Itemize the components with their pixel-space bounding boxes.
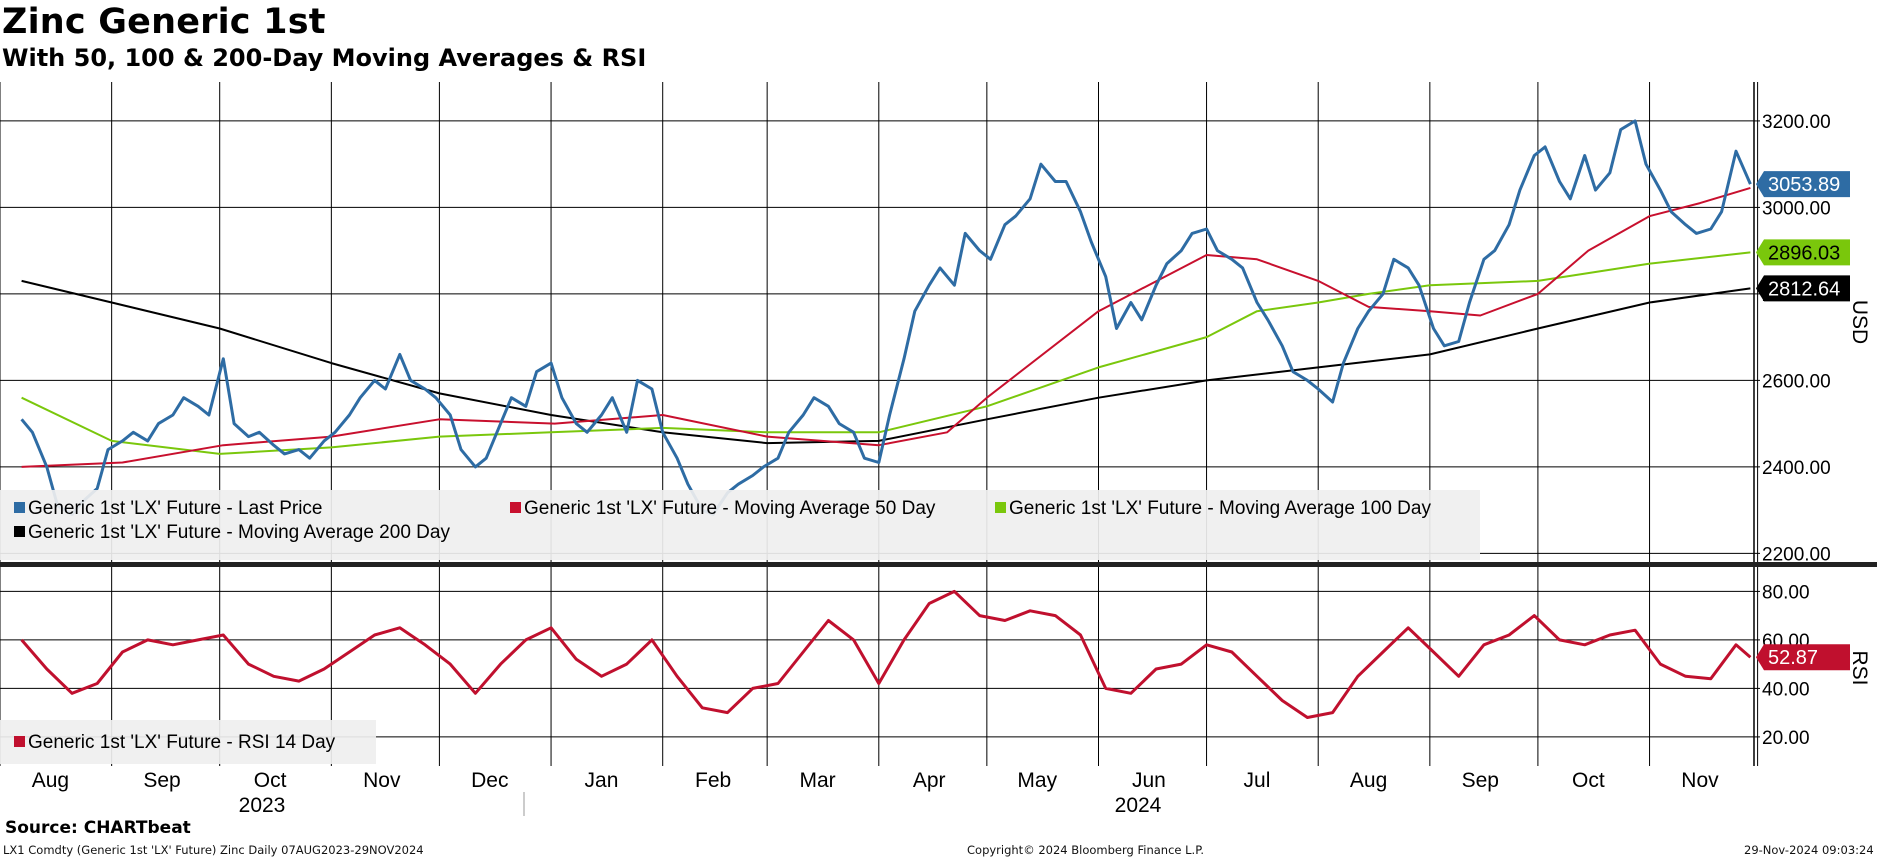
rsi-value-bg (1756, 644, 1850, 671)
legend-bg (0, 490, 1480, 560)
ma100-value: 2896.03 (1756, 239, 1850, 266)
month-label: Oct (1572, 769, 1605, 792)
price-tick-label: 2400.00 (1762, 458, 1831, 479)
month-label: Feb (695, 769, 731, 792)
rsi-axis-name: RSI (1848, 650, 1871, 685)
chart-subtitle: With 50, 100 & 200-Day Moving Averages &… (2, 44, 647, 72)
year-label: 2023 (239, 794, 286, 817)
ma100-value-text: 2896.03 (1768, 242, 1840, 264)
price-tick-label: 2200.00 (1762, 544, 1831, 565)
year-label: 2024 (1115, 794, 1162, 817)
rsi-tick-label: 80.00 (1762, 582, 1810, 603)
ma100-value-bg (1756, 239, 1850, 266)
month-label: Sep (143, 769, 180, 792)
legend-swatch-3 (14, 526, 25, 537)
month-label: Aug (1350, 769, 1387, 792)
ma200-value: 2812.64 (1756, 275, 1850, 302)
price-tick-label: 3000.00 (1762, 198, 1831, 219)
legend-label-3: Generic 1st 'LX' Future - Moving Average… (28, 522, 450, 543)
ma100-line (21, 251, 1751, 455)
legend-swatch-0 (14, 502, 25, 513)
rsi-value-text: 52.87 (1768, 647, 1818, 669)
month-label: Apr (913, 769, 946, 792)
month-label: Nov (1681, 769, 1719, 792)
price-axis-name: USD (1848, 300, 1871, 344)
last-price-value: 3053.89 (1756, 171, 1850, 198)
rsi-tick-label: 40.00 (1762, 679, 1810, 700)
legend-label-0: Generic 1st 'LX' Future - Last Price (28, 498, 322, 519)
gridlines (0, 82, 1759, 766)
ticker-info: LX1 Comdty (Generic 1st 'LX' Future) Zin… (3, 843, 424, 857)
month-label: May (1017, 769, 1057, 792)
chart-title: Zinc Generic 1st (2, 2, 326, 42)
month-label: Mar (799, 769, 835, 792)
source-label: Source: CHARTbeat (5, 818, 191, 838)
ma50-line (21, 186, 1751, 468)
month-label: Jun (1132, 769, 1166, 792)
month-label: Sep (1462, 769, 1499, 792)
timestamp-text: 29-Nov-2024 09:03:24 (1744, 843, 1874, 857)
rsi-value: 52.87 (1756, 644, 1850, 671)
month-label: Aug (32, 769, 69, 792)
month-label: Oct (254, 769, 287, 792)
price-legend: Generic 1st 'LX' Future - Last Price Gene… (0, 490, 1480, 560)
rsi-legend: Generic 1st 'LX' Future - RSI 14 Day (0, 720, 376, 764)
legend-label-1: Generic 1st 'LX' Future - Moving Average… (524, 498, 936, 519)
last-price-value-text: 3053.89 (1768, 174, 1840, 196)
ma200-line (21, 279, 1751, 445)
month-label: Nov (363, 769, 401, 792)
ma200-value-bg (1756, 275, 1850, 302)
panel-divider (0, 562, 1877, 567)
legend-swatch-2 (995, 502, 1006, 513)
month-label: Jul (1244, 769, 1271, 792)
price-tick-label: 2600.00 (1762, 371, 1831, 392)
rsi-legend-label: Generic 1st 'LX' Future - RSI 14 Day (28, 732, 336, 753)
copyright-text: Copyright© 2024 Bloomberg Finance L.P. (967, 843, 1204, 857)
last-price-value-bg (1756, 171, 1850, 198)
rsi-legend-swatch (14, 736, 25, 747)
month-label: Dec (471, 769, 508, 792)
legend-swatch-1 (510, 502, 521, 513)
ma200-value-text: 2812.64 (1768, 278, 1840, 300)
month-label: Jan (585, 769, 619, 792)
rsi-line (20, 589, 1752, 719)
price-tick-label: 3200.00 (1762, 112, 1831, 133)
last-price-line (20, 119, 1752, 516)
legend-label-2: Generic 1st 'LX' Future - Moving Average… (1009, 498, 1431, 519)
rsi-tick-label: 20.00 (1762, 728, 1810, 749)
rsi-legend-bg (0, 720, 376, 764)
